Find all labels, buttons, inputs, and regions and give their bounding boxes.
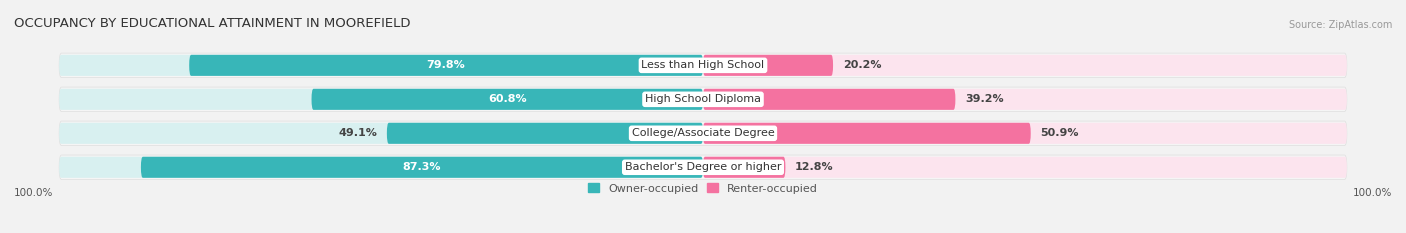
Text: 50.9%: 50.9% [1040, 128, 1078, 138]
Text: 20.2%: 20.2% [842, 60, 882, 70]
Text: 60.8%: 60.8% [488, 94, 527, 104]
FancyBboxPatch shape [59, 157, 703, 178]
Text: Bachelor's Degree or higher: Bachelor's Degree or higher [624, 162, 782, 172]
FancyBboxPatch shape [703, 157, 786, 178]
FancyBboxPatch shape [312, 89, 703, 110]
FancyBboxPatch shape [59, 89, 703, 110]
FancyBboxPatch shape [703, 157, 1347, 178]
Text: 12.8%: 12.8% [794, 162, 834, 172]
FancyBboxPatch shape [703, 123, 1347, 144]
FancyBboxPatch shape [387, 123, 703, 144]
Text: 49.1%: 49.1% [339, 128, 377, 138]
Text: OCCUPANCY BY EDUCATIONAL ATTAINMENT IN MOOREFIELD: OCCUPANCY BY EDUCATIONAL ATTAINMENT IN M… [14, 17, 411, 30]
Text: High School Diploma: High School Diploma [645, 94, 761, 104]
Text: 87.3%: 87.3% [402, 162, 441, 172]
Text: 100.0%: 100.0% [1353, 188, 1392, 198]
Text: Less than High School: Less than High School [641, 60, 765, 70]
FancyBboxPatch shape [59, 53, 1347, 78]
FancyBboxPatch shape [59, 55, 703, 76]
FancyBboxPatch shape [59, 121, 1347, 146]
Text: 39.2%: 39.2% [965, 94, 1004, 104]
FancyBboxPatch shape [703, 55, 834, 76]
FancyBboxPatch shape [59, 155, 1347, 179]
FancyBboxPatch shape [59, 123, 703, 144]
FancyBboxPatch shape [703, 89, 956, 110]
Legend: Owner-occupied, Renter-occupied: Owner-occupied, Renter-occupied [588, 183, 818, 194]
Text: College/Associate Degree: College/Associate Degree [631, 128, 775, 138]
Text: 79.8%: 79.8% [427, 60, 465, 70]
Text: Source: ZipAtlas.com: Source: ZipAtlas.com [1288, 20, 1392, 30]
FancyBboxPatch shape [141, 157, 703, 178]
FancyBboxPatch shape [190, 55, 703, 76]
FancyBboxPatch shape [59, 87, 1347, 112]
FancyBboxPatch shape [703, 89, 1347, 110]
FancyBboxPatch shape [703, 123, 1031, 144]
Text: 100.0%: 100.0% [14, 188, 53, 198]
FancyBboxPatch shape [703, 55, 1347, 76]
